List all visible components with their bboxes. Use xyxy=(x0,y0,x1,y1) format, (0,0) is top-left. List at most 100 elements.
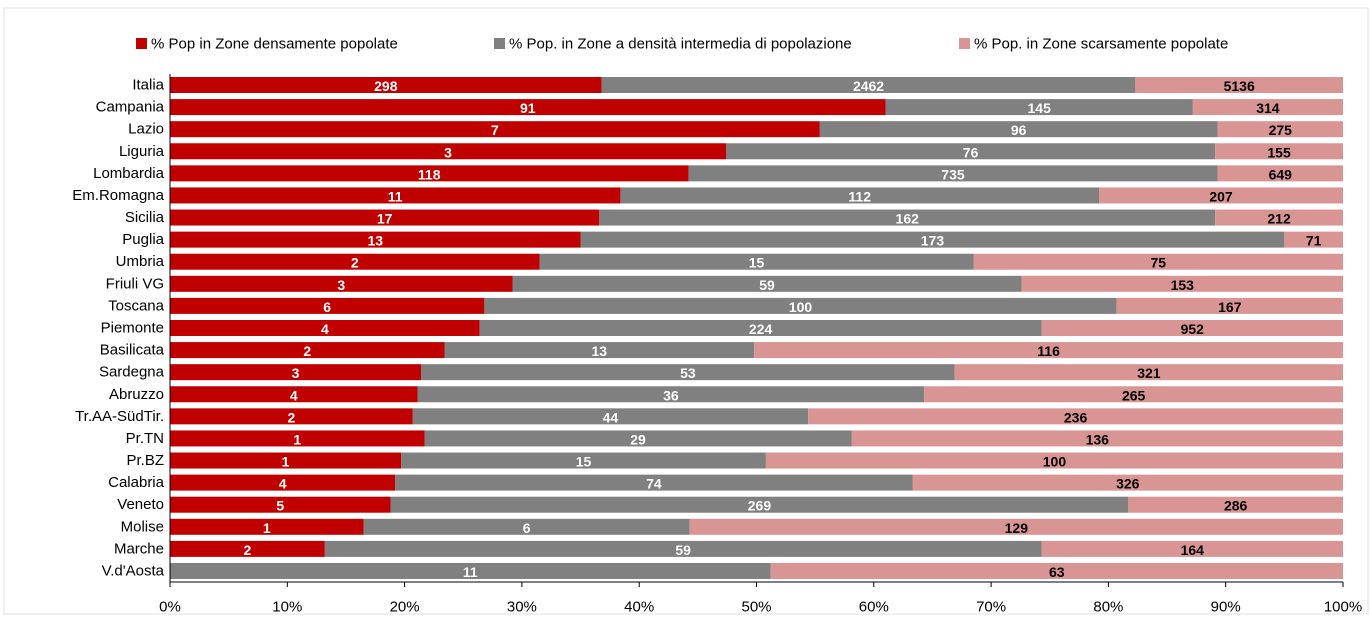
bar-segment xyxy=(170,408,413,425)
x-tick-label: 20% xyxy=(390,599,420,616)
data-label: 91 xyxy=(520,100,536,116)
data-label: 112 xyxy=(848,188,871,204)
data-label: 269 xyxy=(748,498,772,514)
bar-segment xyxy=(851,430,1343,447)
bar-segment xyxy=(170,165,689,182)
data-label: 164 xyxy=(1181,542,1205,558)
x-tick-label: 40% xyxy=(624,599,654,616)
data-label: 321 xyxy=(1137,365,1161,381)
category-label: Calabria xyxy=(108,474,165,491)
data-label: 100 xyxy=(1043,454,1067,470)
x-tick-label: 50% xyxy=(741,599,771,616)
bar-segment xyxy=(170,452,402,469)
category-label: Em.Romagna xyxy=(72,187,164,204)
bar-segment xyxy=(170,474,396,491)
bar-segment xyxy=(444,342,755,359)
data-label: 145 xyxy=(1028,100,1052,116)
data-label: 6 xyxy=(523,520,531,536)
bar-segment xyxy=(170,275,513,292)
bar-segment xyxy=(620,187,1100,204)
category-label: Basilicata xyxy=(100,342,165,359)
data-label: 4 xyxy=(290,387,298,403)
bar-segment xyxy=(170,364,422,381)
bar-segment xyxy=(512,275,1022,292)
legend-swatch xyxy=(959,38,970,49)
bar-segment xyxy=(1041,319,1343,336)
bar-segment xyxy=(819,121,1218,138)
data-label: 36 xyxy=(663,387,679,403)
bar-segment xyxy=(484,297,1117,314)
legend-swatch xyxy=(494,38,505,49)
data-label: 153 xyxy=(1171,277,1195,293)
category-label: Abruzzo xyxy=(109,386,164,403)
bar-segment xyxy=(1135,77,1343,93)
data-label: 2 xyxy=(288,409,296,425)
bar-segment xyxy=(363,518,690,535)
bar-segment xyxy=(170,496,391,513)
bar-segment xyxy=(726,143,1216,160)
bar-segment xyxy=(170,187,621,204)
data-label: 326 xyxy=(1116,476,1140,492)
data-label: 76 xyxy=(963,144,979,160)
data-label: 224 xyxy=(749,321,773,337)
category-label: Toscana xyxy=(108,297,165,314)
category-label: Campania xyxy=(96,99,165,116)
bar-segment xyxy=(170,99,886,116)
data-label: 71 xyxy=(1306,233,1322,249)
legend-swatch xyxy=(136,38,147,49)
bar-segment xyxy=(1192,99,1343,116)
data-label: 2 xyxy=(351,255,359,271)
data-label: 59 xyxy=(759,277,775,293)
data-label: 167 xyxy=(1218,299,1242,315)
bar-segment xyxy=(1215,143,1343,160)
x-tick-label: 90% xyxy=(1211,599,1241,616)
data-label: 952 xyxy=(1181,321,1205,337)
bar-segment xyxy=(765,452,1343,469)
bar-segment xyxy=(170,143,727,160)
category-label: Umbria xyxy=(116,253,165,270)
category-label: Italia xyxy=(132,77,164,94)
data-label: 173 xyxy=(921,233,945,249)
x-tick-label: 60% xyxy=(859,599,889,616)
bar-segment xyxy=(170,518,364,535)
data-label: 207 xyxy=(1209,188,1233,204)
data-label: 298 xyxy=(374,78,398,94)
bar-segment xyxy=(170,231,581,248)
bar-segment xyxy=(912,474,1343,491)
data-label: 17 xyxy=(377,211,393,227)
bar-segment xyxy=(390,496,1129,513)
data-label: 2 xyxy=(303,343,311,359)
bar-segment xyxy=(417,386,925,403)
data-label: 5 xyxy=(276,498,284,514)
bar-segment xyxy=(599,209,1216,226)
bar-segment xyxy=(170,209,600,226)
data-label: 59 xyxy=(675,542,691,558)
data-label: 1 xyxy=(282,454,290,470)
data-label: 6 xyxy=(323,299,331,315)
data-label: 63 xyxy=(1049,564,1065,580)
x-tick-label: 70% xyxy=(976,599,1006,616)
data-label: 29 xyxy=(630,431,646,447)
data-label: 3 xyxy=(444,144,452,160)
data-label: 155 xyxy=(1267,144,1291,160)
data-label: 265 xyxy=(1122,387,1146,403)
bar-segment xyxy=(1284,231,1343,248)
bar-segment xyxy=(170,562,771,579)
data-label: 75 xyxy=(1150,255,1166,271)
data-label: 1 xyxy=(293,431,301,447)
category-label: Piemonte xyxy=(101,319,164,336)
data-label: 4 xyxy=(321,321,329,337)
data-label: 74 xyxy=(646,476,662,492)
bar-segment xyxy=(479,319,1042,336)
bar-segment xyxy=(170,253,540,270)
category-label: Lombardia xyxy=(93,165,165,182)
data-label: 4 xyxy=(279,476,287,492)
data-label: 11 xyxy=(388,188,403,204)
x-tick-label: 0% xyxy=(159,599,181,616)
category-label: Pr.TN xyxy=(126,430,164,447)
bar-segment xyxy=(1128,496,1343,513)
data-label: 129 xyxy=(1005,520,1029,536)
data-label: 11 xyxy=(463,564,478,580)
data-label: 15 xyxy=(749,255,765,271)
bar-segment xyxy=(412,408,809,425)
